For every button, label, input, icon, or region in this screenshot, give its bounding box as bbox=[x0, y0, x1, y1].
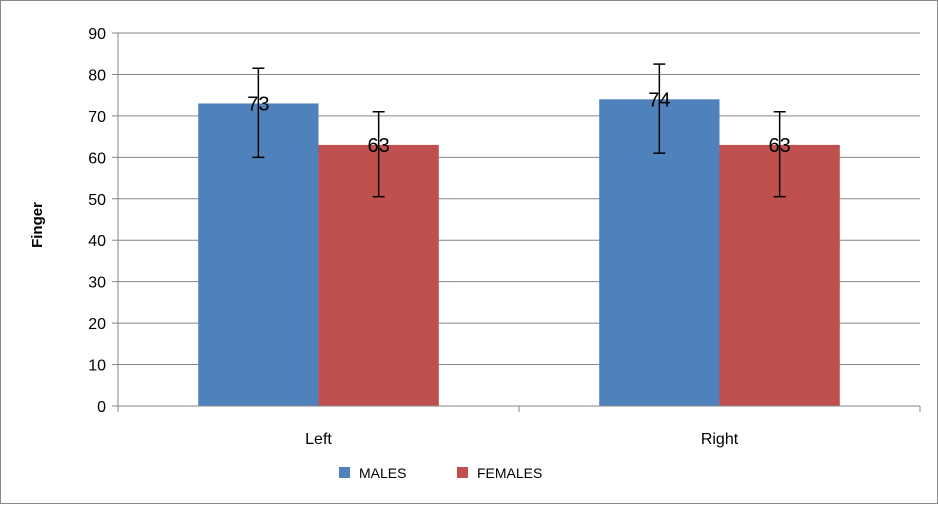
y-tick-label: 10 bbox=[88, 358, 106, 375]
y-tick-label: 40 bbox=[88, 233, 106, 250]
legend-label-males: MALES bbox=[359, 465, 406, 481]
data-label: 63 bbox=[368, 135, 390, 157]
y-tick-label: 70 bbox=[88, 109, 106, 126]
legend-label-females: FEMALES bbox=[477, 465, 542, 481]
y-tick-label: 0 bbox=[97, 399, 106, 416]
legend-swatch-males bbox=[339, 467, 350, 478]
axes-group: 0 10 20 30 40 50 60 70 80 90 Left Right bbox=[88, 26, 921, 448]
data-label: 74 bbox=[648, 89, 670, 111]
data-label: 63 bbox=[769, 135, 791, 157]
x-tick-label: Right bbox=[701, 431, 739, 448]
data-labels-group: 73 63 74 63 bbox=[247, 89, 791, 157]
data-label: 73 bbox=[247, 93, 269, 115]
y-tick-label: 20 bbox=[88, 316, 106, 333]
legend: MALES FEMALES bbox=[339, 465, 542, 481]
y-tick-label: 50 bbox=[88, 192, 106, 209]
legend-swatch-females bbox=[457, 467, 468, 478]
y-axis-label: Finger bbox=[29, 202, 46, 248]
y-tick-label: 30 bbox=[88, 275, 106, 292]
error-bars-group bbox=[252, 63, 786, 198]
y-tick-label: 90 bbox=[88, 26, 106, 43]
y-tick-label: 60 bbox=[88, 150, 106, 167]
y-tick-label: 80 bbox=[88, 67, 106, 84]
x-tick-label: Left bbox=[305, 431, 332, 448]
